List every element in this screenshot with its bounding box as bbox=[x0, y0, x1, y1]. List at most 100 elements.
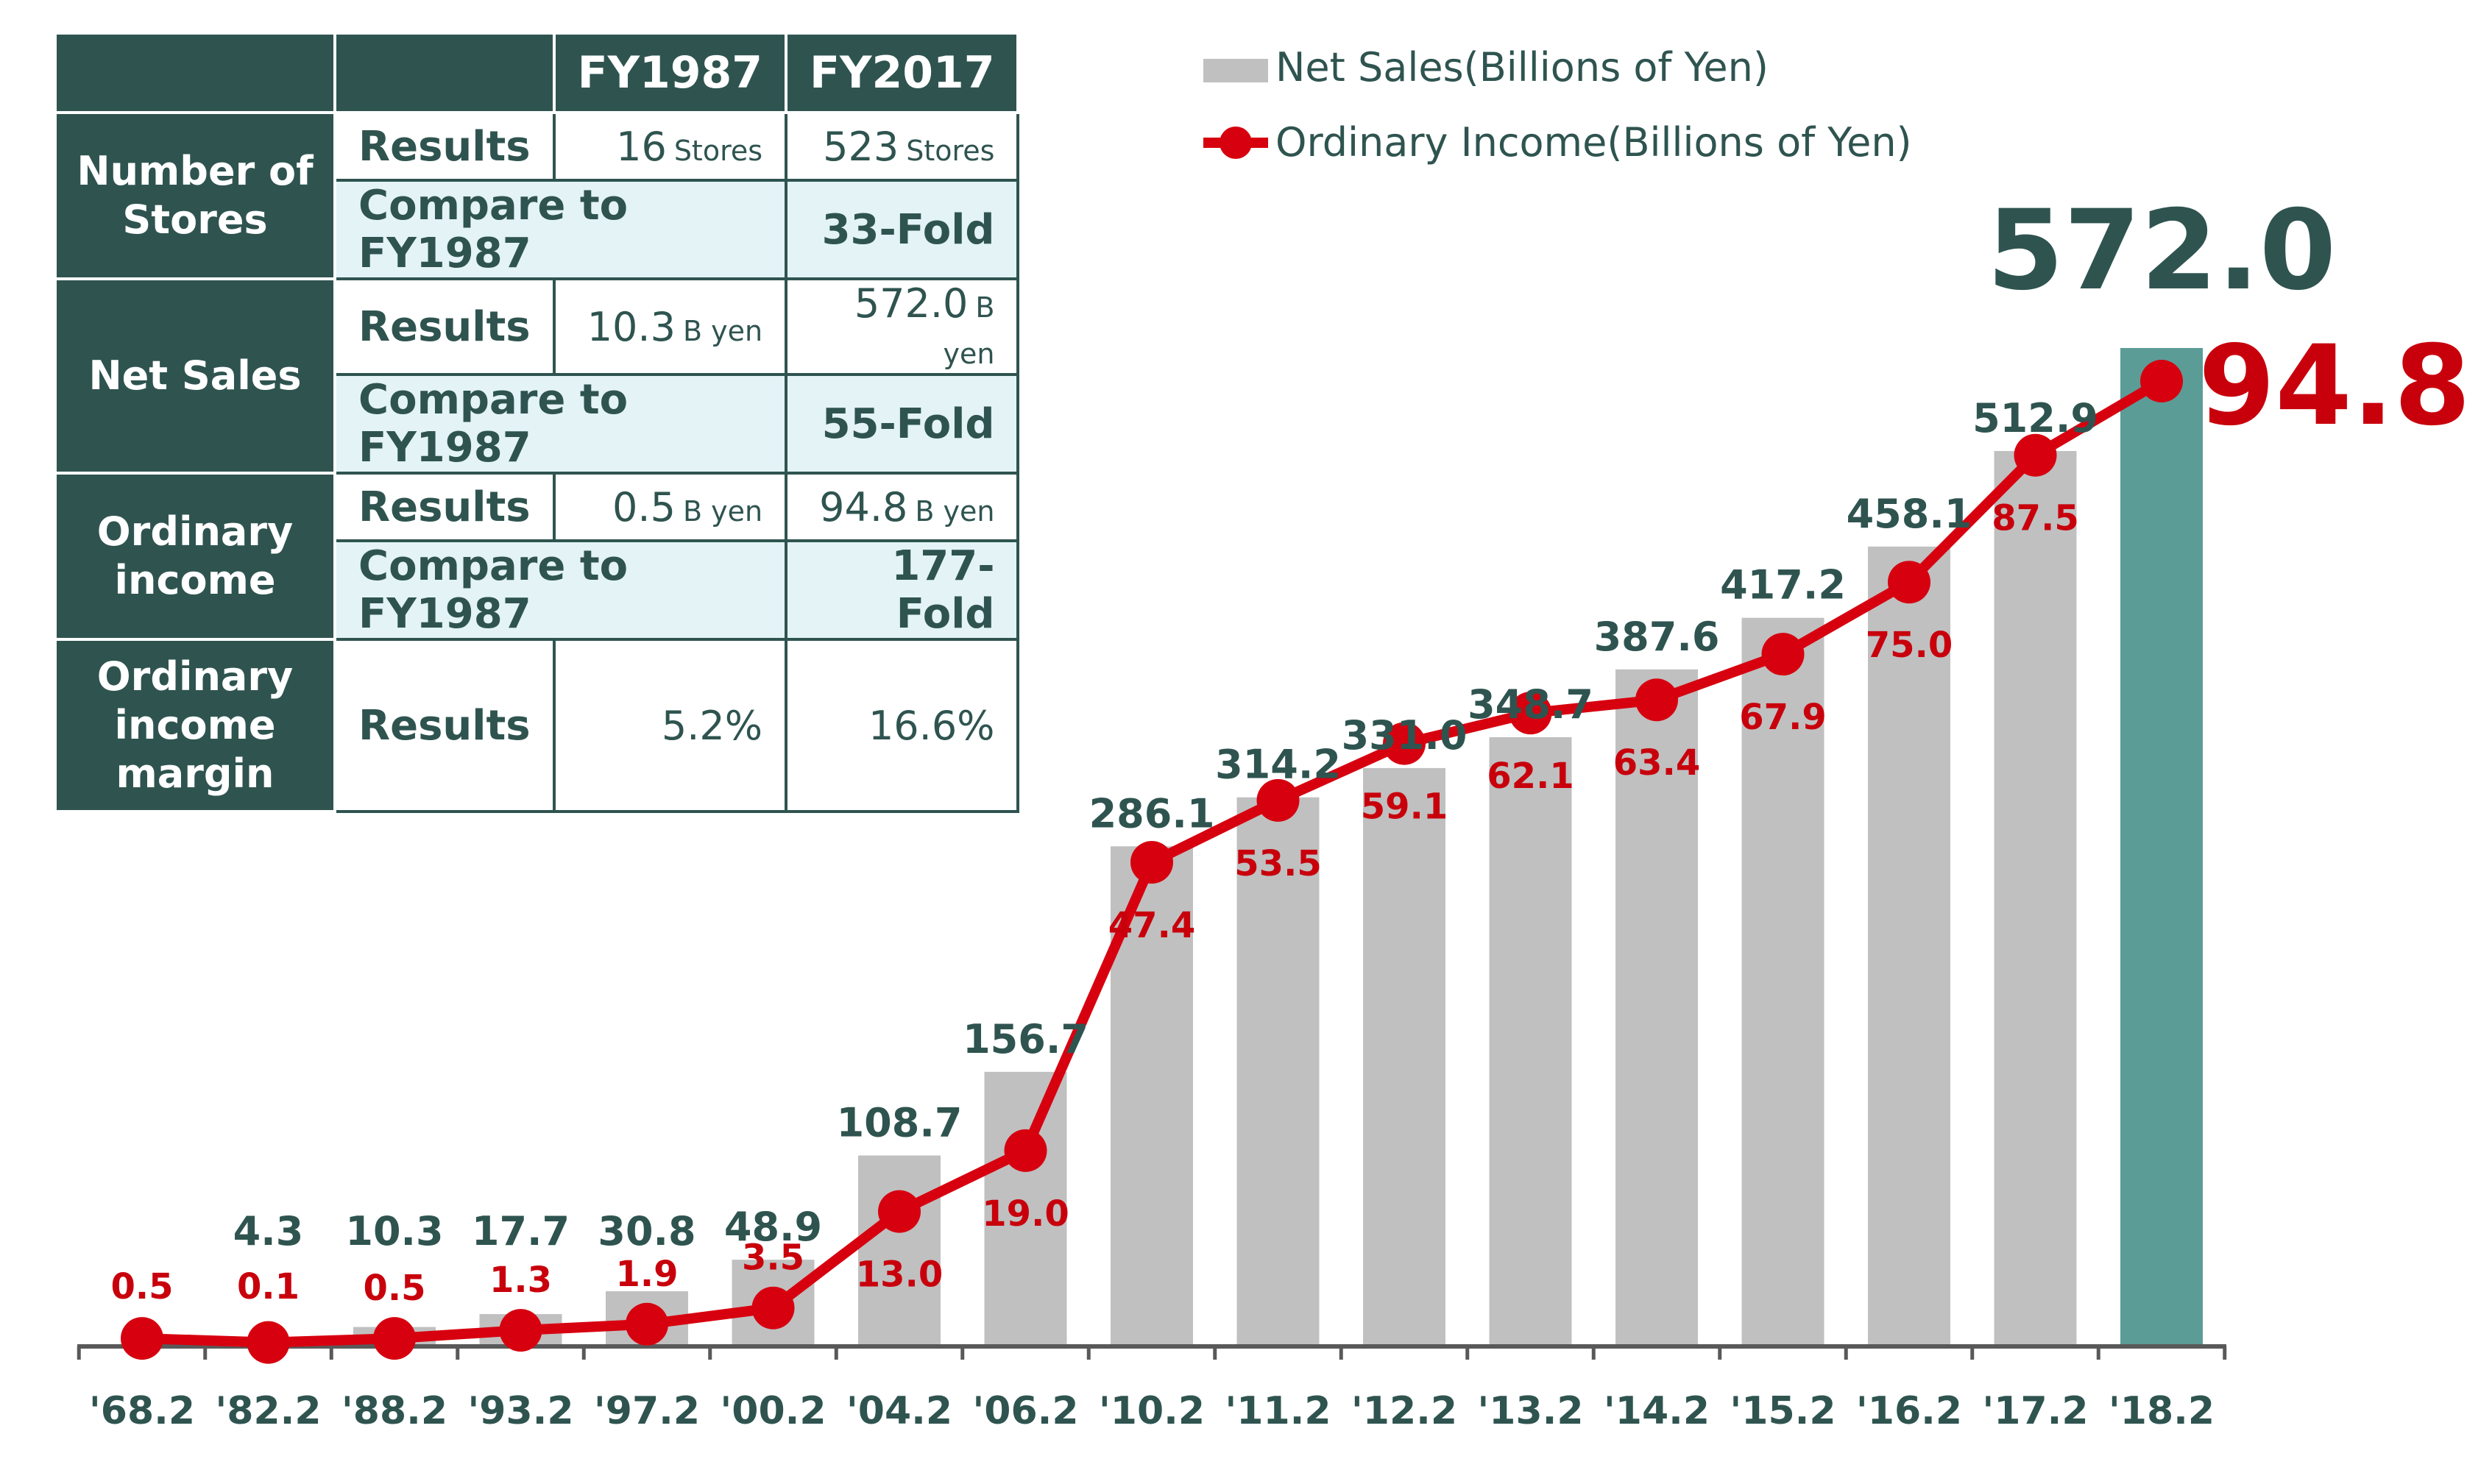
table-row: Compare to FY1987 55-Fold bbox=[55, 373, 1020, 475]
cell-number: 572.0 bbox=[854, 280, 969, 327]
x-tick-label-0: '68.2 bbox=[89, 1389, 195, 1433]
net-sales-label-12: 387.6 bbox=[1594, 614, 1720, 660]
data-labels: 4.3 10.3 17.7 30.8 48.9108.7156.7286.1314.23… bbox=[110, 187, 2467, 1309]
income-label-5: 3.5 bbox=[742, 1238, 804, 1279]
income-label-15: 87.5 bbox=[1992, 498, 2078, 539]
compare-label: Compare to FY1987 bbox=[333, 539, 788, 641]
income-marker-15 bbox=[2014, 433, 2057, 477]
income-marker-13 bbox=[1761, 633, 1805, 676]
cell-number: 10.3 bbox=[587, 303, 676, 350]
table-row: Compare to FY1987 33-Fold bbox=[55, 179, 1020, 280]
row-label: Results bbox=[333, 638, 556, 813]
x-tick-label-7: '06.2 bbox=[972, 1389, 1078, 1433]
legend-swatch-net-sales bbox=[1203, 59, 1268, 82]
cell-number: 0.5 bbox=[612, 483, 676, 530]
income-label-1: 0.1 bbox=[237, 1266, 300, 1307]
x-axis: '68.2 '82.2 '88.2 '93.2 '97.2 '00.2 '04.2 '06.2… bbox=[77, 1344, 2227, 1433]
compare-label: Compare to FY1987 bbox=[333, 373, 788, 475]
table-row: Ordinary income margin Results 5.2% 16.6… bbox=[54, 638, 1020, 813]
row-label: Results bbox=[333, 472, 556, 542]
net-sales-label-6: 108.7 bbox=[837, 1100, 963, 1146]
bar-10 bbox=[1363, 767, 1445, 1345]
cell-value: 16 Stores bbox=[552, 111, 788, 182]
cell-value: 16.6% bbox=[785, 638, 1020, 813]
net-sales-label-11: 348.7 bbox=[1468, 681, 1593, 728]
income-marker-11 bbox=[1509, 692, 1552, 735]
cell-unit: B yen bbox=[943, 291, 995, 370]
x-tick-label-8: '10.2 bbox=[1099, 1389, 1205, 1433]
line-series bbox=[121, 360, 2183, 1364]
x-tick-label-11: '13.2 bbox=[1477, 1389, 1583, 1433]
x-tick-label-13: '15.2 bbox=[1730, 1389, 1836, 1433]
income-label-8: 47.4 bbox=[1108, 905, 1195, 946]
x-tick-label-15: '17.2 bbox=[1982, 1389, 2088, 1433]
net-sales-label-2: 10.3 bbox=[345, 1208, 443, 1254]
net-sales-label-4: 30.8 bbox=[598, 1208, 695, 1254]
table-header-corner bbox=[54, 32, 336, 114]
income-label-0: 0.5 bbox=[110, 1266, 173, 1307]
x-tick-label-9: '11.2 bbox=[1225, 1389, 1331, 1433]
bar-7 bbox=[984, 1071, 1067, 1345]
net-sales-label-14: 458.1 bbox=[1847, 491, 1972, 537]
table-row: Net Sales Results 10.3 B yen 572.0 B yen bbox=[54, 277, 1020, 475]
bar-6 bbox=[858, 1155, 941, 1345]
net-sales-label-16: 572.0 bbox=[1987, 187, 2336, 315]
income-marker-4 bbox=[626, 1302, 668, 1346]
compare-value: 177-Fold bbox=[785, 539, 1020, 641]
bar-series bbox=[227, 348, 2203, 1345]
table-row: Number of Stores Results 16 Stores 523 Sto… bbox=[54, 111, 1020, 280]
compare-label: Compare to FY1987 bbox=[333, 179, 788, 280]
x-tick-label-5: '00.2 bbox=[720, 1389, 826, 1433]
x-tick-label-3: '93.2 bbox=[467, 1389, 573, 1433]
x-tick-label-16: '18.2 bbox=[2109, 1389, 2215, 1433]
net-sales-label-1: 4.3 bbox=[233, 1208, 304, 1254]
row-head-stores: Number of Stores bbox=[54, 111, 336, 280]
table-header-row: FY1987 FY2017 bbox=[54, 32, 1020, 114]
chart-legend: Net Sales(Billions of Yen) Ordinary Inco… bbox=[1203, 44, 1912, 166]
income-label-4: 1.9 bbox=[615, 1254, 678, 1295]
table-header-fy1987: FY1987 bbox=[552, 32, 788, 114]
legend-marker-ordinary-income bbox=[1220, 127, 1252, 159]
income-label-11: 62.1 bbox=[1487, 756, 1574, 797]
bar-12 bbox=[1615, 669, 1698, 1345]
compare-value: 55-Fold bbox=[785, 373, 1020, 475]
income-marker-5 bbox=[751, 1286, 795, 1329]
net-sales-label-15: 512.9 bbox=[1972, 395, 2098, 441]
cell-value: 0.5 B yen bbox=[552, 472, 788, 542]
table-header-corner-2 bbox=[333, 32, 556, 114]
bar-11 bbox=[1489, 736, 1572, 1345]
cell-value: 523 Stores bbox=[785, 111, 1020, 182]
bar-15 bbox=[1994, 451, 2077, 1345]
income-marker-0 bbox=[121, 1317, 163, 1360]
income-marker-9 bbox=[1256, 778, 1300, 822]
x-tick-label-10: '12.2 bbox=[1351, 1389, 1457, 1433]
income-marker-12 bbox=[1635, 678, 1678, 722]
income-marker-10 bbox=[1383, 722, 1426, 765]
cell-unit: B yen bbox=[682, 314, 763, 347]
cell-number: 523 bbox=[823, 123, 899, 170]
table-header-fy2017: FY2017 bbox=[785, 32, 1020, 114]
row-head-net-sales: Net Sales bbox=[54, 277, 336, 475]
income-marker-3 bbox=[499, 1309, 542, 1352]
summary-table: FY1987 FY2017 Number of Stores Results 1… bbox=[54, 32, 1020, 813]
compare-value: 33-Fold bbox=[785, 179, 1020, 280]
row-label: Results bbox=[333, 277, 556, 376]
x-tick-label-14: '16.2 bbox=[1856, 1389, 1962, 1433]
x-tick-label-6: '04.2 bbox=[846, 1389, 952, 1433]
income-marker-16 bbox=[2140, 360, 2183, 402]
row-label: Results bbox=[333, 111, 556, 182]
cell-value: 572.0 B yen bbox=[785, 277, 1020, 376]
row-head-margin: Ordinary income margin bbox=[54, 638, 336, 813]
net-sales-label-10: 331.0 bbox=[1342, 712, 1468, 759]
income-marker-8 bbox=[1130, 841, 1173, 884]
income-label-12: 63.4 bbox=[1613, 742, 1700, 784]
cell-unit: Stores bbox=[906, 134, 995, 167]
cell-unit: Stores bbox=[673, 134, 763, 167]
income-label-2: 0.5 bbox=[363, 1268, 425, 1309]
legend-label-ordinary-income: Ordinary Income(Billions of Yen) bbox=[1275, 119, 1912, 166]
income-marker-7 bbox=[1004, 1129, 1047, 1172]
table-row: Ordinary income Results 0.5 B yen 94.8 B y… bbox=[54, 472, 1020, 641]
income-marker-1 bbox=[247, 1321, 290, 1364]
income-marker-2 bbox=[373, 1317, 416, 1360]
legend-label-net-sales: Net Sales(Billions of Yen) bbox=[1275, 44, 1769, 90]
